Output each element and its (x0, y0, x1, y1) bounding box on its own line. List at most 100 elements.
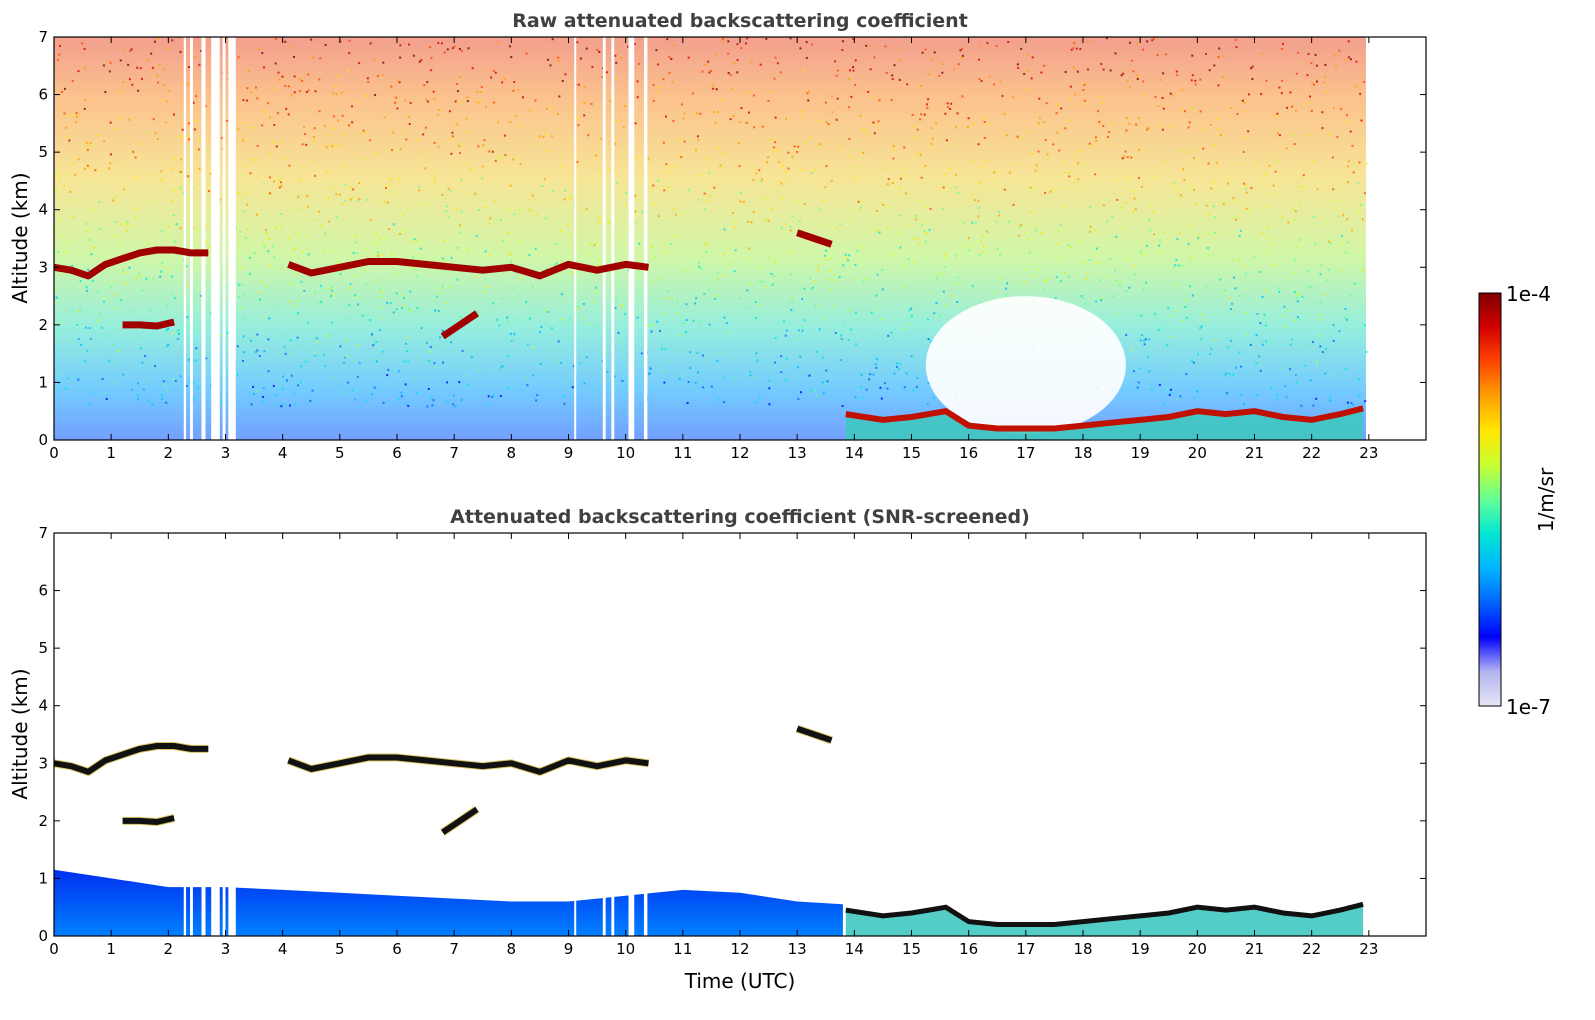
missing-data-gap (611, 866, 615, 936)
missing-data-gap (228, 866, 236, 936)
x-tick-label: 19 (1131, 940, 1150, 958)
raw-clear-region (925, 296, 1126, 435)
missing-data-gap (211, 37, 220, 440)
cloud-layer (122, 318, 175, 330)
x-tick-label: 2 (164, 940, 174, 958)
missing-data-gap (574, 37, 577, 440)
x-tick-label: 1 (106, 940, 116, 958)
missing-data-gap (628, 866, 635, 936)
y-tick-label: 3 (38, 258, 48, 276)
panel-screened: Attenuated backscattering coefficient (S… (8, 506, 1427, 993)
y-tick-label: 4 (38, 697, 48, 715)
x-tick-label: 13 (788, 940, 807, 958)
missing-data-gap (183, 866, 187, 936)
x-tick-label: 6 (392, 940, 402, 958)
x-tick-label: 20 (1188, 940, 1207, 958)
x-tick-label: 4 (278, 940, 288, 958)
x-tick-label: 8 (507, 444, 517, 462)
heatmap-raw (53, 37, 1368, 440)
y-tick-label: 7 (38, 524, 48, 542)
y-tick-label: 1 (38, 373, 48, 391)
missing-data-gap (611, 37, 615, 440)
axis-ticks-raw: 0 1 2 3 4 5 6 7 8 9 10 11 12 13 14 15 16 17 18 19 20 21 22 2301… (38, 28, 1426, 462)
x-tick-label: 12 (730, 940, 749, 958)
cloud-layer (287, 754, 649, 775)
colorbar-unit-label: 1/m/sr (1534, 467, 1558, 532)
x-tick-label: 23 (1359, 444, 1378, 462)
boundary-layer-top (845, 405, 1364, 432)
missing-data-gap (222, 37, 226, 440)
x-tick-label: 23 (1359, 940, 1378, 958)
title-screened: Attenuated backscattering coefficient (S… (450, 506, 1030, 528)
x-tick-label: 0 (49, 940, 59, 958)
x-tick-label: 15 (902, 940, 921, 958)
y-tick-label: 2 (38, 316, 48, 334)
missing-data-gap (643, 37, 648, 440)
y-tick-label: 5 (38, 639, 48, 657)
cloud-layer (122, 815, 175, 825)
missing-data-gap (628, 37, 635, 440)
x-tick-label: 15 (902, 444, 921, 462)
colorbar-max-label: 1e-4 (1506, 282, 1551, 306)
x-tick-label: 6 (392, 444, 402, 462)
x-tick-label: 0 (49, 444, 59, 462)
missing-data-gap (211, 866, 220, 936)
colorbar-min-label: 1e-7 (1506, 695, 1551, 719)
x-tick-label: 11 (673, 444, 692, 462)
cloud-layer (441, 806, 479, 835)
x-tick-label: 9 (564, 940, 574, 958)
missing-data-gap (602, 866, 606, 936)
x-tick-label: 20 (1188, 444, 1207, 462)
missing-data-gap (201, 866, 206, 936)
axis-ticks-screened: 0 1 2 3 4 5 6 7 8 9 10 11 12 13 14 15 16 17 18 19 20 21 22 2301… (38, 524, 1426, 958)
y-tick-label: 3 (38, 754, 48, 772)
x-tick-label: 7 (449, 444, 459, 462)
x-tick-label: 18 (1073, 444, 1092, 462)
x-tick-label: 10 (616, 444, 635, 462)
x-tick-label: 17 (1016, 444, 1035, 462)
plot-frame-screened (53, 532, 1427, 937)
x-tick-label: 16 (959, 940, 978, 958)
cloud-layer (53, 743, 209, 775)
x-tick-label: 8 (507, 940, 517, 958)
x-tick-label: 14 (845, 940, 864, 958)
x-tick-label: 7 (449, 940, 459, 958)
x-tick-label: 21 (1245, 444, 1264, 462)
cloud-layer (440, 310, 479, 340)
y-tick-label: 6 (38, 86, 48, 104)
screened-aerosol-layer (54, 869, 843, 936)
x-tick-label: 14 (845, 444, 864, 462)
x-tick-label: 19 (1131, 444, 1150, 462)
x-tick-label: 3 (221, 940, 231, 958)
panel-raw: Raw attenuated backscattering coefficien… (8, 10, 1427, 462)
x-tick-label: 1 (106, 444, 116, 462)
x-tick-label: 21 (1245, 940, 1264, 958)
missing-data-gap (190, 37, 193, 440)
y-tick-label: 2 (38, 812, 48, 830)
y-tick-label: 6 (38, 582, 48, 600)
x-tick-label: 2 (164, 444, 174, 462)
x-tick-label: 17 (1016, 940, 1035, 958)
missing-data-gap (201, 37, 206, 440)
cloud-layer (796, 229, 833, 248)
x-tick-label: 13 (788, 444, 807, 462)
y-tick-label: 0 (38, 927, 48, 945)
missing-data-gap (602, 37, 606, 440)
cloud-layer (796, 725, 833, 744)
heatmap-screened (53, 724, 1364, 936)
x-tick-label: 3 (221, 444, 231, 462)
x-tick-label: 22 (1302, 444, 1321, 462)
x-tick-label: 5 (335, 444, 345, 462)
y-tick-label: 4 (38, 201, 48, 219)
x-tick-label: 11 (673, 940, 692, 958)
raw-background-signal (54, 37, 1366, 440)
missing-data-gap (222, 866, 226, 936)
ylabel-raw: Altitude (km) (8, 172, 32, 303)
x-tick-label: 9 (564, 444, 574, 462)
ylabel-screened: Altitude (km) (8, 668, 32, 799)
missing-data-gap (190, 866, 193, 936)
x-tick-label: 12 (730, 444, 749, 462)
missing-data-gap (183, 37, 187, 440)
y-tick-label: 5 (38, 143, 48, 161)
